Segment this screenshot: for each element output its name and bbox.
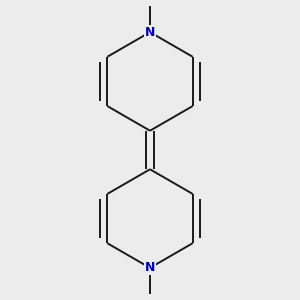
Text: N: N [145,261,155,274]
Text: N: N [145,26,155,39]
